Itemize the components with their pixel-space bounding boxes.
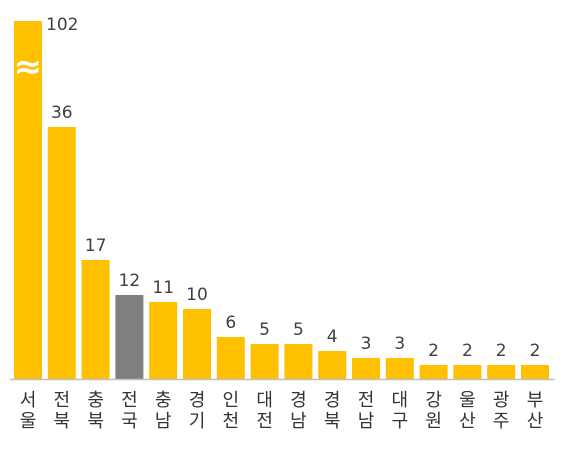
category-labels-group: 서 울 전 북 충 북 전 국 충 남 경 기 인 천 대 전 경 남 경 북 전 남 대 구 강 원 울 산 광 주 부 산 xyxy=(20,390,544,432)
bar-서울 xyxy=(14,21,42,379)
value-label-서울: 102 xyxy=(46,15,78,35)
value-labels-group: 102 36 17 12 11 10 6 5 5 4 3 3 2 2 2 2 xyxy=(46,15,540,361)
value-label-울산: 2 xyxy=(462,341,473,361)
bar-인천 xyxy=(216,337,245,379)
bar-충북 xyxy=(81,260,110,379)
bar-대구 xyxy=(385,358,414,379)
bar-대전 xyxy=(250,344,279,379)
value-label-충남: 11 xyxy=(152,278,174,298)
value-label-부산: 2 xyxy=(530,341,541,361)
value-label-충북: 17 xyxy=(85,236,107,256)
bar-전남 xyxy=(352,358,380,379)
bar-전북 xyxy=(47,127,76,379)
value-label-전남: 3 xyxy=(361,334,372,354)
bar-경기 xyxy=(183,309,211,379)
bar-전국 xyxy=(115,295,144,379)
value-label-경북: 4 xyxy=(327,327,338,347)
bar-충남 xyxy=(149,302,178,379)
axis-break-mark: ≈ xyxy=(14,47,43,87)
value-label-전북: 36 xyxy=(51,103,73,123)
value-label-강원: 2 xyxy=(428,341,439,361)
bar-광주 xyxy=(487,365,516,379)
value-label-전국: 12 xyxy=(119,271,141,291)
value-label-경기: 10 xyxy=(186,285,208,305)
bar-경북 xyxy=(318,351,347,379)
bar-강원 xyxy=(419,365,448,379)
bars-group xyxy=(14,21,549,379)
value-label-광주: 2 xyxy=(496,341,507,361)
value-label-경남: 5 xyxy=(293,320,304,340)
value-label-인천: 6 xyxy=(225,313,236,333)
bar-경남 xyxy=(284,344,313,379)
value-label-대전: 5 xyxy=(259,320,270,340)
bar-울산 xyxy=(453,365,482,379)
value-label-대구: 3 xyxy=(394,334,405,354)
bar-부산 xyxy=(521,365,549,379)
